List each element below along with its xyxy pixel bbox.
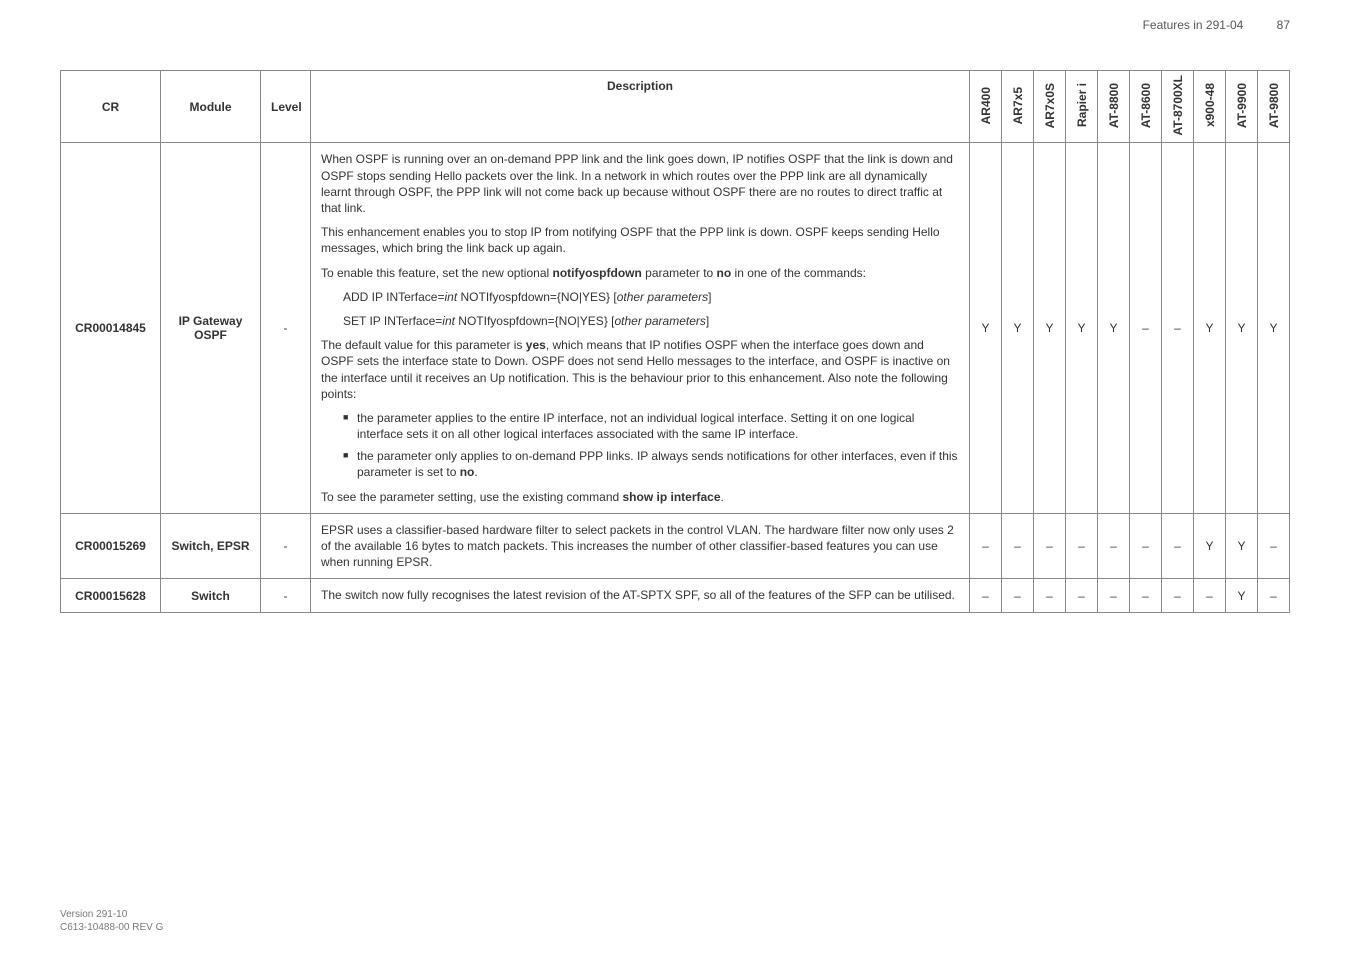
flag-cell: – [1034, 579, 1066, 612]
cr-cell: CR00015269 [61, 513, 161, 579]
flag-cell: Y [970, 143, 1002, 513]
level-cell: - [261, 513, 311, 579]
module-cell: Switch [161, 579, 261, 612]
desc-para: The default value for this parameter is … [321, 337, 959, 402]
flag-cell: – [1162, 513, 1194, 579]
col-flag: x900-48 [1194, 71, 1226, 143]
bullet-list: the parameter applies to the entire IP i… [321, 410, 959, 481]
page-number: 87 [1277, 18, 1290, 32]
flag-cell: – [1194, 579, 1226, 612]
flag-cell: – [1098, 513, 1130, 579]
flag-cell: Y [1226, 143, 1258, 513]
flag-cell: – [1258, 579, 1290, 612]
flag-cell: Y [1002, 143, 1034, 513]
flag-cell: Y [1258, 143, 1290, 513]
table-row: CR00014845 IP Gateway OSPF - When OSPF i… [61, 143, 1290, 513]
col-flag: AT-8700XL [1162, 71, 1194, 143]
flag-cell: Y [1226, 513, 1258, 579]
col-flag: AT-8600 [1130, 71, 1162, 143]
desc-para: To enable this feature, set the new opti… [321, 265, 959, 281]
flag-cell: – [1098, 579, 1130, 612]
doc-title: Features in 291-04 [1143, 18, 1244, 32]
footer-version: Version 291-10 [60, 908, 163, 921]
table-row: CR00015269 Switch, EPSR - EPSR uses a cl… [61, 513, 1290, 579]
flag-cell: Y [1066, 143, 1098, 513]
col-level: Level [261, 71, 311, 143]
flag-cell: Y [1226, 579, 1258, 612]
flag-cell: – [1258, 513, 1290, 579]
flag-cell: – [1002, 579, 1034, 612]
col-description: Description [311, 71, 970, 143]
desc-para: To see the parameter setting, use the ex… [321, 489, 959, 505]
feature-table: CR Module Level Description AR400 AR7x5 … [60, 70, 1290, 613]
footer-partno: C613-10488-00 REV G [60, 921, 163, 934]
desc-para: The switch now fully recognises the late… [321, 587, 959, 603]
module-cell: Switch, EPSR [161, 513, 261, 579]
command-line: SET IP INTerface=int NOTIfyospfdown={NO|… [321, 313, 959, 329]
col-cr: CR [61, 71, 161, 143]
flag-cell: – [1130, 579, 1162, 612]
col-module: Module [161, 71, 261, 143]
col-flag: AR7x5 [1002, 71, 1034, 143]
table-header-row: CR Module Level Description AR400 AR7x5 … [61, 71, 1290, 143]
flag-cell: Y [1194, 143, 1226, 513]
col-flag: AT-8800 [1098, 71, 1130, 143]
cr-cell: CR00014845 [61, 143, 161, 513]
flag-cell: – [1066, 513, 1098, 579]
flag-cell: – [1034, 513, 1066, 579]
description-cell: EPSR uses a classifier-based hardware fi… [311, 513, 970, 579]
feature-table-container: CR Module Level Description AR400 AR7x5 … [60, 70, 1290, 613]
col-flag: Rapier i [1066, 71, 1098, 143]
desc-para: This enhancement enables you to stop IP … [321, 224, 959, 256]
desc-para: When OSPF is running over an on-demand P… [321, 151, 959, 216]
col-flag: AT-9800 [1258, 71, 1290, 143]
description-cell: The switch now fully recognises the late… [311, 579, 970, 612]
page-footer: Version 291-10 C613-10488-00 REV G [60, 908, 163, 934]
desc-para: EPSR uses a classifier-based hardware fi… [321, 522, 959, 571]
command-line: ADD IP INTerface=int NOTIfyospfdown={NO|… [321, 289, 959, 305]
flag-cell: – [1066, 579, 1098, 612]
flag-cell: Y [1098, 143, 1130, 513]
flag-cell: – [970, 579, 1002, 612]
flag-cell: – [1162, 579, 1194, 612]
flag-cell: – [1130, 143, 1162, 513]
cr-cell: CR00015628 [61, 579, 161, 612]
level-cell: - [261, 143, 311, 513]
flag-cell: – [970, 513, 1002, 579]
col-flag: AR7x0S [1034, 71, 1066, 143]
bullet-item: the parameter only applies to on-demand … [343, 448, 959, 480]
flag-cell: – [1162, 143, 1194, 513]
description-cell: When OSPF is running over an on-demand P… [311, 143, 970, 513]
table-row: CR00015628 Switch - The switch now fully… [61, 579, 1290, 612]
page-header: Features in 291-04 87 [1143, 18, 1290, 32]
flag-cell: Y [1034, 143, 1066, 513]
flag-cell: – [1130, 513, 1162, 579]
flag-cell: Y [1194, 513, 1226, 579]
col-flag: AT-9900 [1226, 71, 1258, 143]
col-flag: AR400 [970, 71, 1002, 143]
bullet-item: the parameter applies to the entire IP i… [343, 410, 959, 442]
flag-cell: – [1002, 513, 1034, 579]
level-cell: - [261, 579, 311, 612]
module-cell: IP Gateway OSPF [161, 143, 261, 513]
